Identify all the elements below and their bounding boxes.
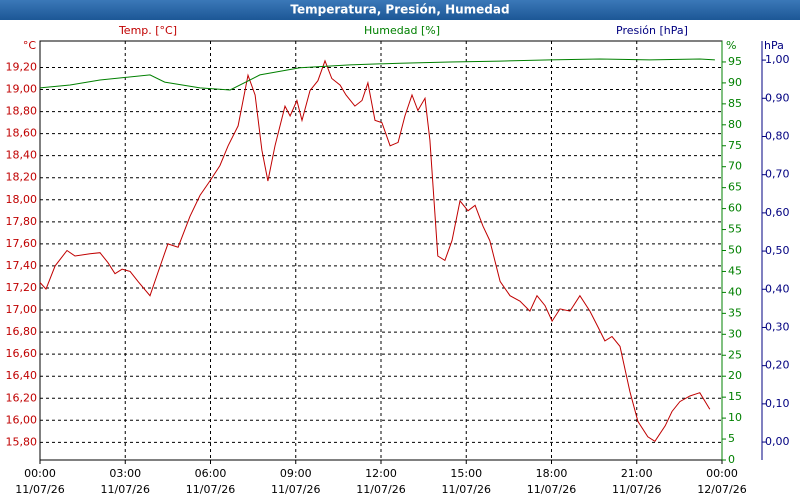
legend-entry: Temp. [°C] (118, 24, 177, 37)
legend-entry: Humedad [%] (364, 24, 440, 37)
axis-unit: hPa (764, 39, 784, 52)
y3-tick-label: 0,50 (765, 244, 790, 257)
y-tick-label: 17,20 (6, 281, 38, 294)
x-tick-date: 11/07/26 (612, 483, 661, 496)
x-tick-label: 15:00 (450, 467, 482, 480)
y-tick-label: 18,80 (6, 105, 38, 118)
x-tick-label: 18:00 (536, 467, 568, 480)
y2-tick-label: 25 (728, 348, 742, 361)
y3-tick-label: 0,30 (765, 320, 790, 333)
y3-tick-label: 0,90 (765, 91, 790, 104)
y3-tick-label: 1,00 (765, 53, 790, 66)
y2-tick-label: 40 (728, 285, 742, 298)
y3-tick-label: 0,80 (765, 129, 790, 142)
y-tick-label: 16,60 (6, 347, 38, 360)
y-tick-label: 18,00 (6, 193, 38, 206)
series-line (39, 59, 711, 442)
x-tick-label: 03:00 (109, 467, 141, 480)
y-tick-label: 17,40 (6, 259, 38, 272)
y2-tick-label: 0 (728, 453, 735, 466)
y3-tick-label: 0,40 (765, 282, 790, 295)
x-tick-label: 09:00 (280, 467, 312, 480)
y2-tick-label: 60 (728, 202, 742, 215)
x-tick-date: 11/07/26 (186, 483, 235, 496)
y-tick-label: 17,60 (6, 237, 38, 250)
y2-tick-label: 50 (728, 244, 742, 257)
x-tick-label: 00:00 (706, 467, 738, 480)
y2-tick-label: 30 (728, 327, 742, 340)
y-tick-label: 17,00 (6, 303, 38, 316)
y2-tick-label: 15 (728, 390, 742, 403)
y-tick-label: 19,00 (6, 83, 38, 96)
title-bar (0, 0, 800, 20)
axis-unit: % (726, 39, 736, 52)
y-tick-label: 19,20 (6, 60, 38, 73)
y2-tick-label: 70 (728, 160, 742, 173)
y2-tick-label: 80 (728, 118, 742, 131)
x-tick-date: 11/07/26 (442, 483, 491, 496)
y-tick-label: 16,40 (6, 369, 38, 382)
y2-tick-label: 95 (728, 55, 742, 68)
y2-tick-label: 90 (728, 76, 742, 89)
x-tick-date: 11/07/26 (527, 483, 576, 496)
y2-tick-label: 55 (728, 223, 742, 236)
y-tick-label: 16,20 (6, 391, 38, 404)
y2-tick-label: 10 (728, 411, 742, 424)
y-tick-label: 17,80 (6, 215, 38, 228)
x-tick-date: 12/07/26 (697, 483, 746, 496)
y2-tick-label: 45 (728, 264, 742, 277)
y2-tick-label: 35 (728, 306, 742, 319)
y-tick-label: 16,00 (6, 413, 38, 426)
y-tick-label: 18,40 (6, 149, 38, 162)
y2-tick-label: 5 (728, 432, 735, 445)
series-line (39, 58, 715, 91)
chart-title: Temperatura, Presión, Humedad (290, 3, 509, 17)
x-tick-date: 11/07/26 (101, 483, 150, 496)
x-tick-label: 06:00 (195, 467, 227, 480)
y3-tick-label: 0,20 (765, 359, 790, 372)
y2-tick-label: 85 (728, 97, 742, 110)
legend-entry: Presión [hPa] (616, 24, 688, 37)
y3-tick-label: 0,10 (765, 397, 790, 410)
x-tick-label: 00:00 (24, 467, 56, 480)
y3-tick-label: 0,60 (765, 206, 790, 219)
x-tick-date: 11/07/26 (356, 483, 405, 496)
y-tick-label: 15,80 (6, 435, 38, 448)
y-tick-label: 18,20 (6, 171, 38, 184)
axis-unit: °C (23, 39, 37, 52)
x-tick-label: 21:00 (621, 467, 653, 480)
y-tick-label: 16,80 (6, 325, 38, 338)
y2-tick-label: 75 (728, 139, 742, 152)
y3-tick-label: 0,00 (765, 435, 790, 448)
y2-tick-label: 65 (728, 181, 742, 194)
y2-tick-label: 20 (728, 369, 742, 382)
y3-tick-label: 0,70 (765, 168, 790, 181)
x-tick-label: 12:00 (365, 467, 397, 480)
x-tick-date: 11/07/26 (15, 483, 64, 496)
x-tick-date: 11/07/26 (271, 483, 320, 496)
y-tick-label: 18,60 (6, 127, 38, 140)
